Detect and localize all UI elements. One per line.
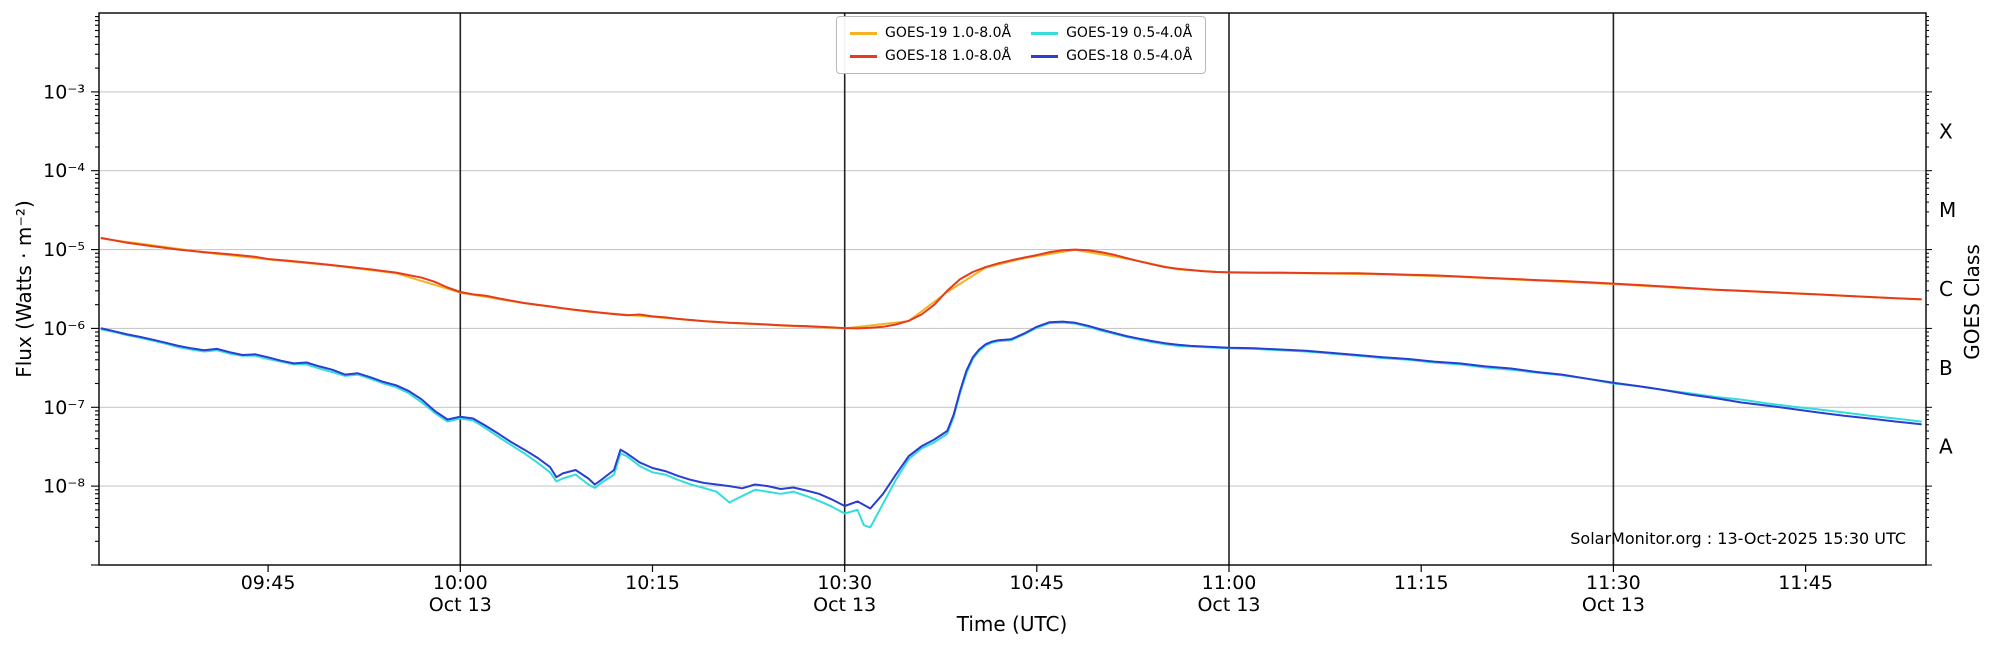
series-goes19-long xyxy=(100,237,1922,330)
legend-item-goes19-short: GOES-19 0.5-4.0Å xyxy=(1031,25,1192,43)
series-goes18-long xyxy=(100,237,1922,330)
x-tick-date-label: Oct 13 xyxy=(429,594,492,616)
legend-swatch-goes19-long xyxy=(850,32,877,36)
x-tick-label: 11:45 xyxy=(1778,572,1833,594)
x-tick-date-label: Oct 13 xyxy=(813,594,876,616)
x-tick-date-label: Oct 13 xyxy=(1582,594,1645,616)
y-tick-label: 10⁻⁸ xyxy=(43,476,85,498)
legend-label-goes19-short: GOES-19 0.5-4.0Å xyxy=(1066,25,1193,41)
y-tick-label: 10⁻⁵ xyxy=(43,239,85,261)
x-axis-title-time: Time (UTC) xyxy=(956,612,1068,636)
x-tick-label: 10:30 xyxy=(817,572,872,594)
x-tick-label: 11:15 xyxy=(1394,572,1449,594)
legend-item-goes18-short: GOES-18 0.5-4.0Å xyxy=(1031,48,1192,66)
legend-label-goes18-short: GOES-18 0.5-4.0Å xyxy=(1066,47,1193,64)
goes-class-label-X: X xyxy=(1939,119,1953,143)
x-tick-label: 10:00 xyxy=(433,572,488,594)
x-tick-label: 09:45 xyxy=(241,572,296,594)
legend-label-goes18-long: GOES-18 1.0-8.0Å xyxy=(885,47,1012,64)
y-tick-label: 10⁻⁴ xyxy=(43,160,85,182)
y-tick-label: 10⁻⁷ xyxy=(43,397,85,419)
legend-swatch-goes19-short xyxy=(1031,32,1059,36)
goes-class-label-M: M xyxy=(1939,198,1956,222)
goes-class-label-C: C xyxy=(1939,277,1953,301)
goes-class-label-A: A xyxy=(1939,435,1953,459)
goes-class-label-B: B xyxy=(1939,356,1953,380)
legend-label-goes19-long: GOES-19 1.0-8.0Å xyxy=(885,25,1012,41)
y-tick-label: 10⁻³ xyxy=(43,81,85,103)
series-goes18-short xyxy=(100,320,1922,510)
x-tick-date-label: Oct 13 xyxy=(1197,594,1260,616)
watermark-solarmonitor: SolarMonitor.org : 13-Oct-2025 15:30 UTC xyxy=(1570,529,1906,548)
x-tick-label: 10:45 xyxy=(1009,572,1064,594)
legend-swatch-goes18-long xyxy=(850,54,877,58)
legend-item-goes19-long: GOES-19 1.0-8.0Å xyxy=(850,25,1011,43)
legend: GOES-19 1.0-8.0Å GOES-19 0.5-4.0Å GOES-18 … xyxy=(836,16,1207,74)
y-axis-title-flux: Flux (Watts · m⁻²) xyxy=(12,200,36,378)
y-axis-title-goes-class: GOES Class xyxy=(1960,244,1984,360)
x-tick-label: 10:15 xyxy=(625,572,680,594)
legend-swatch-goes18-short xyxy=(1031,54,1059,58)
x-tick-label: 11:00 xyxy=(1202,572,1257,594)
legend-item-goes18-long: GOES-18 1.0-8.0Å xyxy=(850,48,1011,66)
y-tick-label: 10⁻⁶ xyxy=(43,318,85,340)
series-goes19-short xyxy=(100,321,1922,529)
plot-frame xyxy=(98,12,1927,566)
x-tick-label: 11:30 xyxy=(1586,572,1641,594)
